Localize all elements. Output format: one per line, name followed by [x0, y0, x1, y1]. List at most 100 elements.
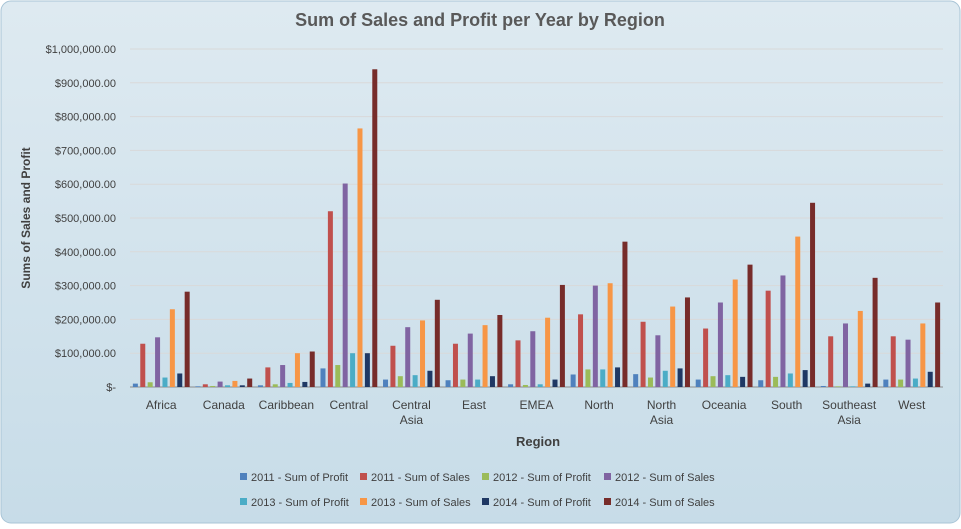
x-tick-labels: Africa Canada Caribbean Central Central Asia E…	[146, 398, 926, 427]
bar	[545, 317, 551, 387]
x-tick-label: Oceania	[702, 398, 747, 412]
legend-swatch	[482, 473, 489, 480]
x-tick-label: Central Asia	[392, 398, 431, 427]
bar	[592, 285, 598, 387]
bar	[195, 386, 201, 387]
bar	[147, 382, 153, 387]
bar	[585, 369, 591, 387]
y-axis-label: Sums of Sales and Profit	[19, 147, 33, 288]
y-tick-label: $100,000.00	[55, 348, 116, 360]
legend: 2011 - Sum of Profit 2011 - Sum of Sales 2…	[240, 472, 715, 509]
bar	[920, 323, 926, 387]
bar	[508, 384, 514, 387]
bar	[695, 379, 701, 387]
legend-label: 2014 - Sum of Sales	[615, 497, 715, 509]
bar	[434, 299, 440, 387]
bar	[865, 383, 871, 387]
bar	[210, 385, 216, 387]
bar	[460, 379, 466, 387]
bar	[390, 345, 396, 387]
legend-swatch	[360, 498, 367, 505]
bar	[740, 376, 746, 387]
bar	[820, 385, 826, 387]
bar	[169, 309, 175, 387]
y-tick-label: $500,000.00	[55, 213, 116, 225]
bar	[773, 376, 779, 387]
bar	[132, 383, 138, 387]
bar	[684, 297, 690, 387]
bar	[397, 376, 403, 387]
x-tick-label: West	[898, 398, 926, 412]
bar	[578, 314, 584, 387]
legend-label: 2011 - Sum of Sales	[371, 472, 470, 484]
legend-swatch	[240, 473, 247, 480]
bar	[537, 384, 543, 387]
bar	[883, 379, 889, 387]
bar	[405, 327, 411, 387]
bar	[335, 365, 341, 387]
bar	[905, 339, 911, 387]
legend-label: 2012 - Sum of Sales	[615, 472, 715, 484]
bar	[600, 369, 606, 387]
bar	[717, 302, 723, 387]
bar	[342, 183, 348, 387]
bar	[184, 291, 190, 387]
bar	[265, 367, 271, 387]
bar	[155, 337, 161, 387]
x-tick-label: East	[462, 398, 487, 412]
bar	[217, 381, 223, 387]
bar	[758, 380, 764, 387]
x-tick-label: North Asia	[647, 398, 676, 427]
x-tick-label: North	[584, 398, 613, 412]
bar	[383, 379, 389, 387]
bars	[132, 69, 941, 387]
bar	[857, 310, 863, 387]
y-tick-label: $900,000.00	[55, 78, 116, 90]
legend-swatch	[604, 498, 611, 505]
x-tick-label: EMEA	[519, 398, 553, 412]
legend-swatch	[482, 498, 489, 505]
bar	[412, 375, 418, 387]
bar	[890, 336, 896, 387]
bar	[287, 382, 293, 387]
bar	[489, 376, 495, 387]
bar	[828, 336, 834, 387]
bar	[615, 367, 621, 387]
y-tick-label: $-	[106, 382, 116, 394]
bar	[350, 353, 356, 387]
bar	[850, 386, 856, 387]
legend-swatch	[240, 498, 247, 505]
bar	[364, 353, 370, 387]
bar	[898, 379, 904, 387]
bar	[725, 375, 731, 387]
bar	[622, 241, 628, 387]
bar	[372, 69, 378, 387]
bar	[294, 353, 300, 387]
y-tick-label: $700,000.00	[55, 145, 116, 157]
bar	[177, 373, 183, 387]
bar	[427, 370, 433, 387]
bar	[647, 377, 653, 387]
bar	[280, 365, 286, 387]
bar	[202, 384, 208, 387]
x-axis-label: Region	[516, 434, 560, 449]
bar	[802, 370, 808, 387]
bar	[570, 374, 576, 387]
bar	[912, 378, 918, 387]
y-tick-label: $200,000.00	[55, 314, 116, 326]
bar	[467, 333, 473, 387]
y-tick-labels: $- $100,000.00 $200,000.00 $300,000.00 $400,…	[46, 44, 117, 394]
y-tick-label: $800,000.00	[55, 112, 116, 124]
legend-label: 2013 - Sum of Sales	[371, 497, 471, 509]
y-tick-label: $400,000.00	[55, 247, 116, 259]
bar	[327, 211, 333, 387]
bar	[445, 380, 451, 387]
x-tick-label: Central	[330, 398, 369, 412]
bar	[239, 385, 245, 387]
bar	[302, 381, 308, 387]
bar	[810, 202, 816, 387]
legend-swatch	[360, 473, 367, 480]
bar	[272, 384, 278, 387]
bar	[677, 368, 683, 387]
bar	[309, 351, 315, 387]
